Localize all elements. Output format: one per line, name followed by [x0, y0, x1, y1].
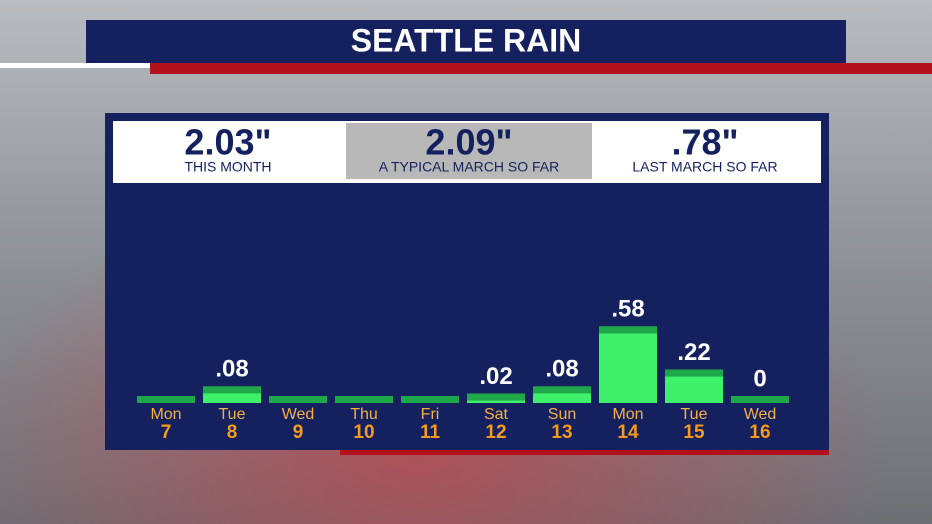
bar-cap: [269, 396, 327, 403]
x-tick-label: Fri: [421, 406, 440, 423]
value-label: .02: [479, 363, 512, 390]
date-label: 12: [485, 422, 506, 443]
date-label: 14: [617, 422, 639, 443]
stat-label: A TYPICAL MARCH SO FAR: [379, 159, 560, 175]
x-tick-label: Sat: [484, 406, 509, 423]
x-tick-label: Mon: [150, 406, 181, 423]
date-label: 16: [749, 422, 770, 443]
stat-label: THIS MONTH: [184, 159, 271, 175]
bar-cap: [467, 393, 525, 401]
title-banner: [86, 20, 846, 63]
x-tick-label: Wed: [744, 406, 777, 423]
stat-value: 2.03": [184, 122, 271, 163]
date-label: 7: [161, 422, 172, 443]
x-tick-label: Thu: [350, 406, 378, 423]
value-label: 0: [753, 365, 766, 392]
white-stripe: [0, 63, 150, 68]
bar-cap: [335, 396, 393, 403]
title: SEATTLE RAIN: [351, 22, 582, 58]
value-label: .22: [677, 339, 710, 366]
bar: [599, 326, 657, 403]
stats-highlight: [346, 123, 592, 179]
stat-value: .78": [671, 122, 738, 163]
date-label: 8: [227, 422, 238, 443]
bar-cap: [137, 396, 195, 403]
value-label: .08: [545, 356, 578, 383]
value-label: .58: [611, 296, 644, 323]
bar-cap: [203, 386, 261, 394]
bar-cap: [665, 369, 723, 377]
stat-value: 2.09": [425, 122, 512, 163]
bar-cap: [731, 396, 789, 403]
date-label: 13: [551, 422, 572, 443]
bar-cap: [533, 386, 591, 394]
bar-cap: [599, 326, 657, 334]
x-tick-label: Wed: [282, 406, 315, 423]
x-tick-label: Mon: [612, 406, 643, 423]
panel-red-stripe: [340, 450, 829, 455]
red-stripe: [150, 63, 932, 74]
value-label: .08: [215, 356, 248, 383]
date-label: 9: [293, 422, 304, 443]
date-label: 15: [683, 422, 705, 443]
stat-label: LAST MARCH SO FAR: [632, 159, 777, 175]
x-tick-label: Tue: [681, 406, 708, 423]
bar-cap: [401, 396, 459, 403]
date-label: 10: [353, 422, 374, 443]
x-tick-label: Tue: [219, 406, 246, 423]
x-tick-label: Sun: [548, 406, 576, 423]
date-label: 11: [420, 422, 441, 443]
